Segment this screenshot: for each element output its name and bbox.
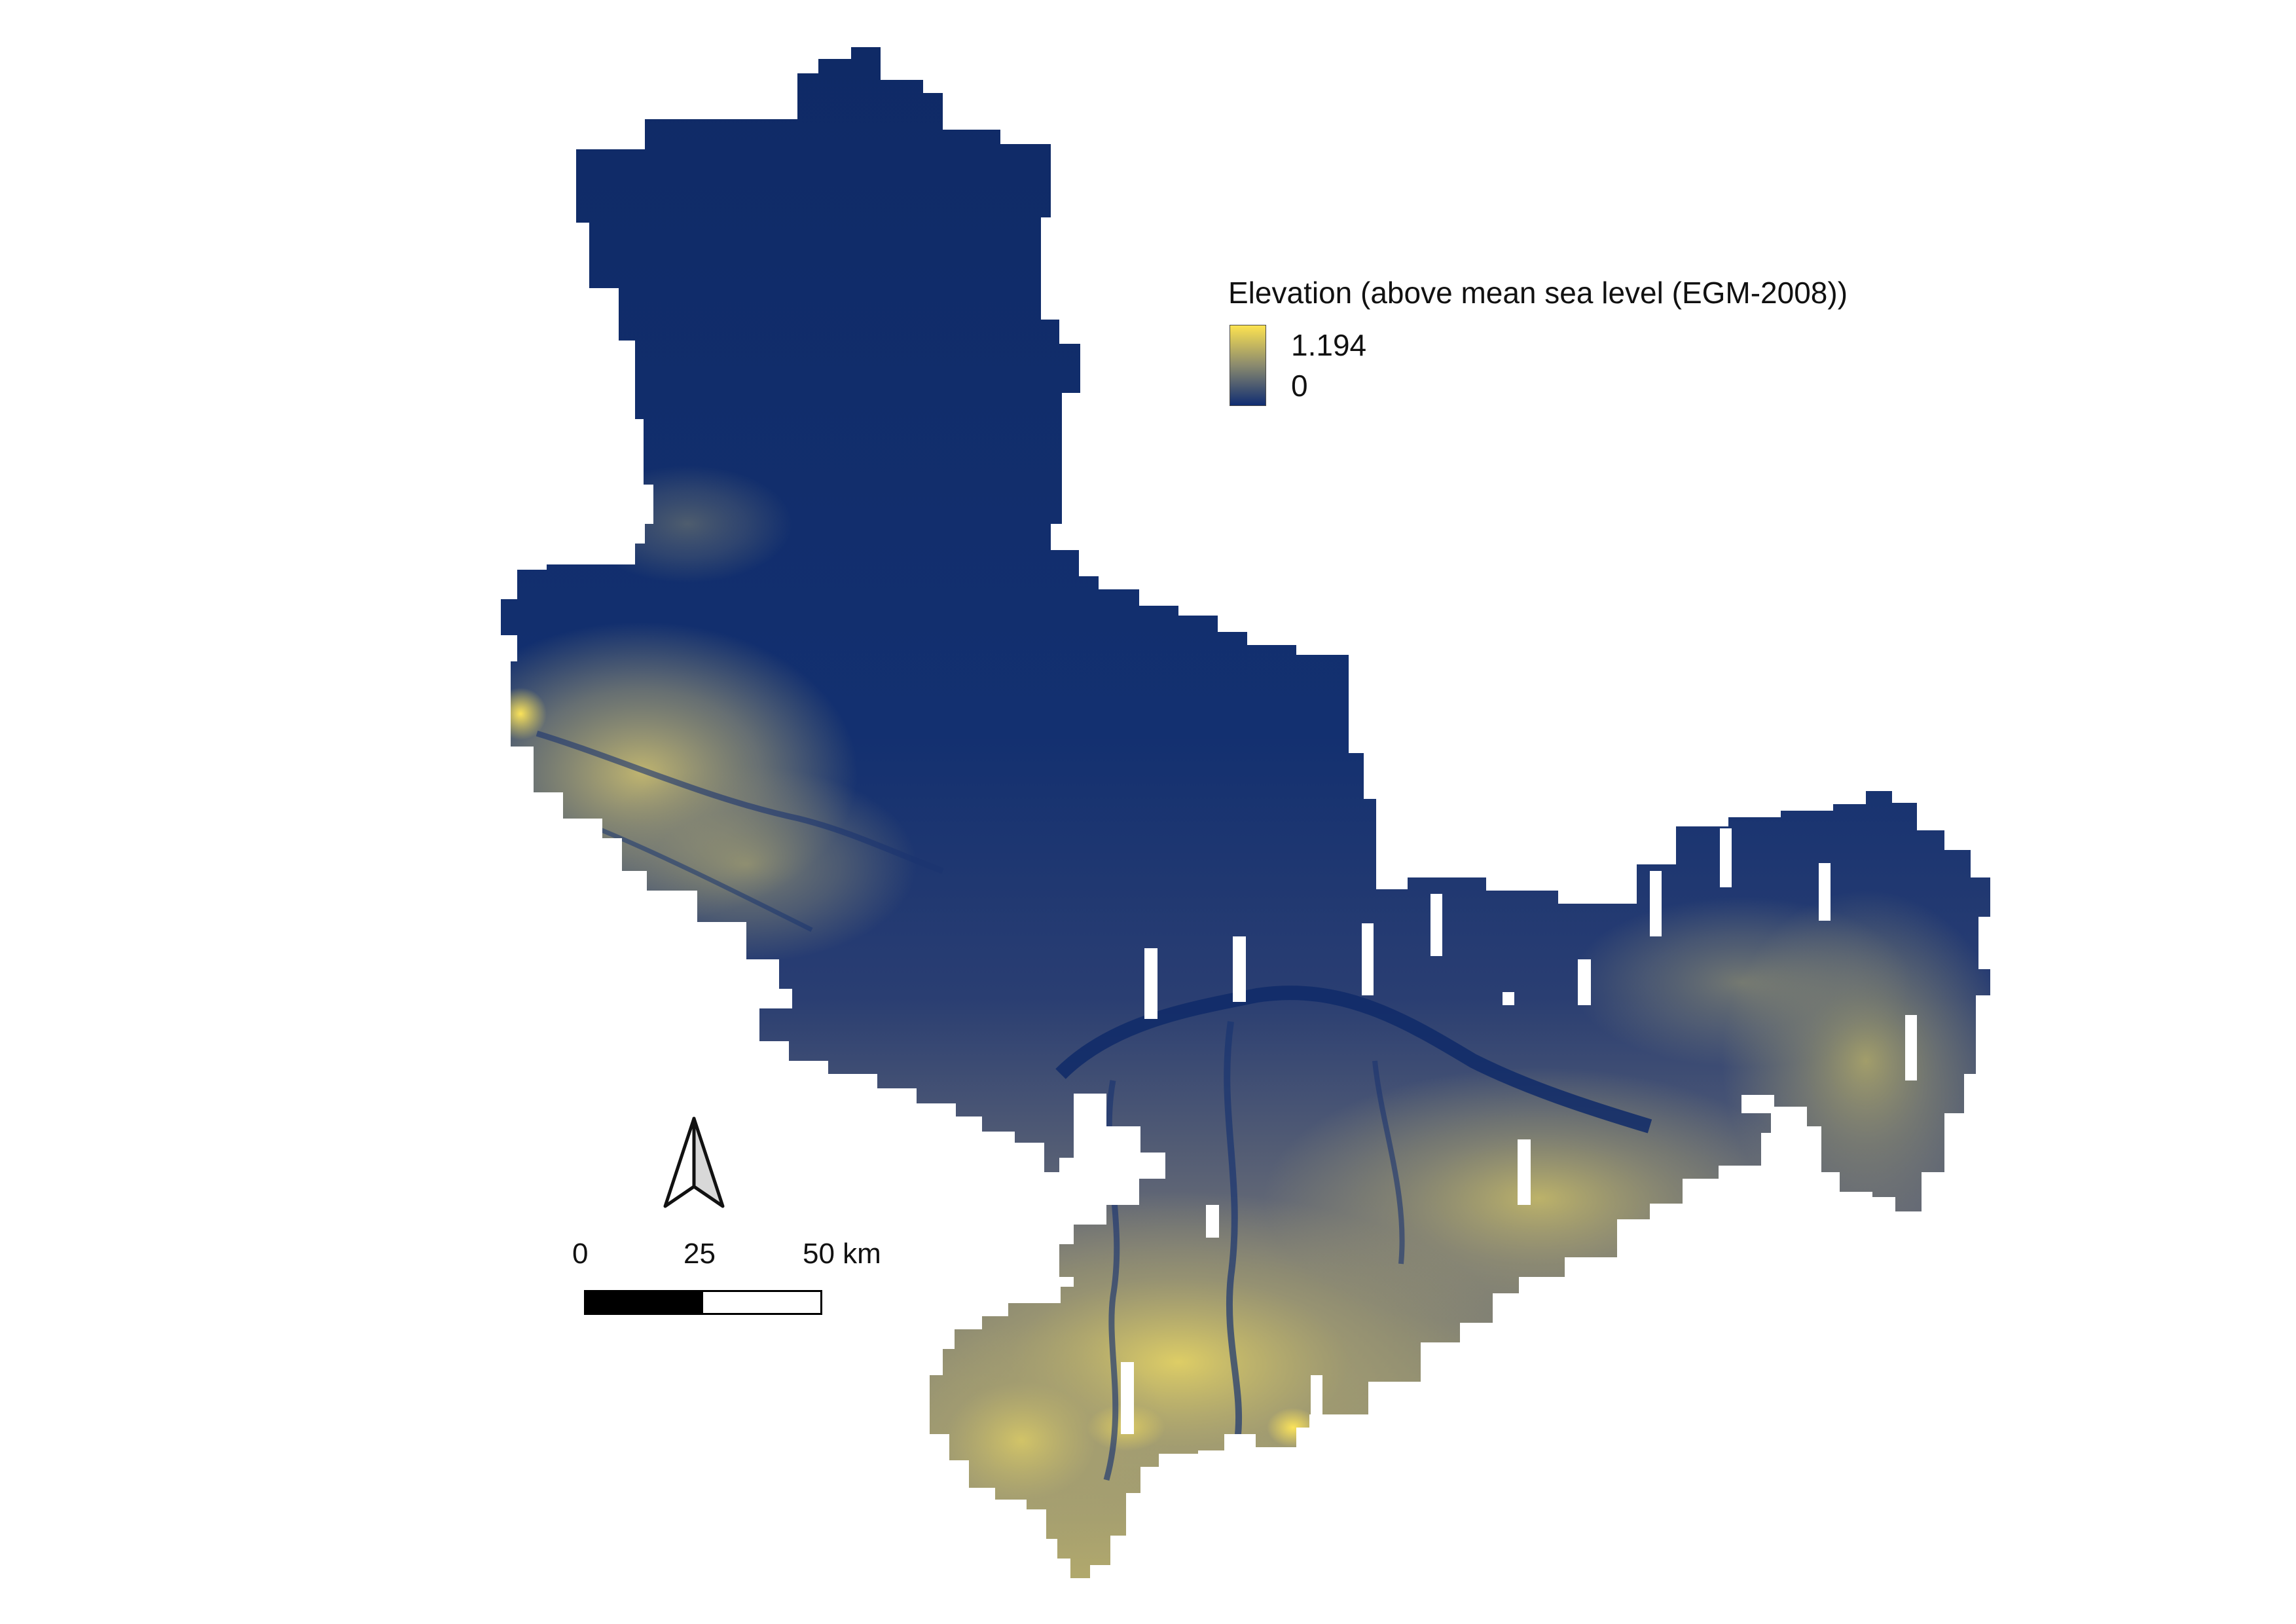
north-arrow-icon <box>655 1113 733 1211</box>
scale-bar-graphic <box>584 1290 822 1315</box>
region-shape <box>501 47 1990 1578</box>
scale-segment-white <box>703 1292 820 1313</box>
legend: Elevation (above mean sea level (EGM-200… <box>1228 275 1948 419</box>
data-gaps <box>1121 828 1917 1434</box>
scale-label-0: 0 <box>572 1238 589 1270</box>
scale-segment-black <box>586 1292 703 1313</box>
legend-min-label: 0 <box>1291 369 1308 403</box>
scale-label-50: 50 km <box>803 1238 881 1270</box>
legend-color-ramp <box>1230 325 1266 406</box>
scale-label-25: 25 <box>683 1238 716 1270</box>
legend-title: Elevation (above mean sea level (EGM-200… <box>1228 276 1848 310</box>
legend-max-label: 1.194 <box>1291 328 1367 362</box>
scale-bar: 0 25 50 km <box>570 1238 962 1342</box>
